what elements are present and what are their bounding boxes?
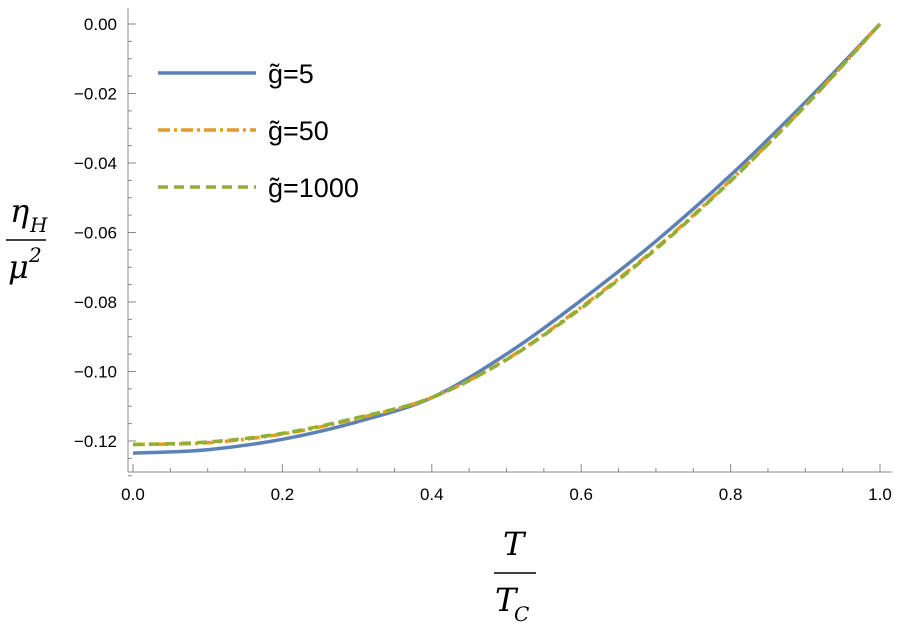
y-tick-label: −0.02 xyxy=(74,85,117,104)
x-tick-label: 0.4 xyxy=(420,485,444,504)
y-label-numerator-sub: H xyxy=(29,213,48,237)
series-line-1 xyxy=(132,22,882,455)
series-line-2 xyxy=(132,22,882,447)
y-axis-ticks: 0.00 −0.02 −0.04 −0.06 −0.08 −0.10 −0.12 xyxy=(74,15,136,477)
legend: g̃=5 g̃=50 g̃=1000 xyxy=(158,59,359,203)
x-label-numerator: T xyxy=(503,525,527,563)
x-axis-label: T T C xyxy=(494,525,536,626)
x-label-denominator-sub: C xyxy=(514,602,529,626)
y-tick-label: 0.00 xyxy=(84,15,117,34)
x-label-denominator: T xyxy=(495,581,519,619)
y-label-numerator: η xyxy=(10,192,29,230)
y-tick-label: −0.12 xyxy=(74,432,117,451)
y-tick-label: −0.04 xyxy=(74,154,117,173)
y-label-denominator: μ xyxy=(8,248,29,286)
series-lines xyxy=(132,22,882,455)
y-axis-label: η H μ 2 xyxy=(6,192,48,286)
legend-label-2: g̃=50 xyxy=(268,116,329,146)
y-tick-label: −0.10 xyxy=(74,363,117,382)
x-tick-label: 0.0 xyxy=(121,485,145,504)
y-label-denominator-sup: 2 xyxy=(28,243,42,267)
x-tick-label: 1.0 xyxy=(868,485,892,504)
x-axis-ticks: 0.0 0.2 0.4 0.6 0.8 1.0 xyxy=(121,464,892,504)
x-tick-label: 0.2 xyxy=(271,485,295,504)
y-tick-label: −0.08 xyxy=(74,293,117,312)
legend-label-3: g̃=1000 xyxy=(268,173,359,203)
y-tick-label: −0.06 xyxy=(74,224,117,243)
x-tick-label: 0.8 xyxy=(719,485,743,504)
legend-label-1: g̃=5 xyxy=(268,59,314,89)
x-tick-label: 0.6 xyxy=(569,485,593,504)
series-line-3 xyxy=(132,22,882,447)
